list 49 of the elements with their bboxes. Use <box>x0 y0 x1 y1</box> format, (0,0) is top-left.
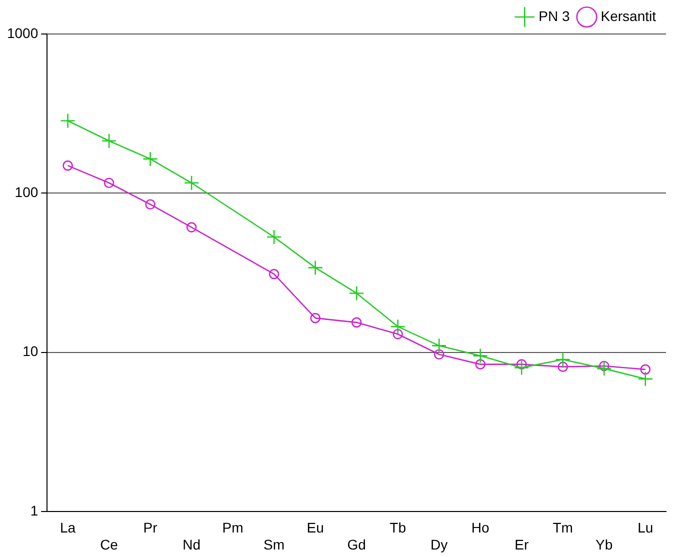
x-tick-label: Gd <box>347 536 366 552</box>
x-tick-label: Pr <box>143 520 158 536</box>
y-tick-label: 1 <box>30 502 38 518</box>
y-tick-label: 100 <box>14 184 38 200</box>
x-tick-label: Tb <box>390 520 406 536</box>
x-tick-label: Yb <box>596 536 613 552</box>
point <box>514 360 530 376</box>
x-tick-label: Nd <box>182 536 200 552</box>
point <box>104 178 114 188</box>
point <box>516 359 527 370</box>
point <box>268 268 280 280</box>
x-tick-label: Dy <box>430 536 448 552</box>
point <box>434 349 444 360</box>
x-tick-label: Sm <box>264 536 285 552</box>
point <box>308 260 323 276</box>
point <box>555 352 571 368</box>
point <box>60 113 76 128</box>
x-tick-label: Ce <box>100 536 118 552</box>
point <box>558 362 568 372</box>
point <box>186 222 197 232</box>
legend-label: Kersantit <box>600 8 656 24</box>
point <box>351 317 362 328</box>
point <box>475 359 486 370</box>
point <box>310 312 320 324</box>
point <box>266 229 282 245</box>
x-tick-label: Tm <box>552 520 573 536</box>
legend-label: PN 3 <box>538 8 570 24</box>
point <box>145 199 156 210</box>
point <box>348 286 364 301</box>
x-tick-label: Pm <box>222 520 244 536</box>
point <box>431 338 447 354</box>
point <box>142 151 158 167</box>
x-tick-label: La <box>60 520 76 536</box>
point <box>638 371 654 387</box>
x-tick-label: Er <box>514 536 529 552</box>
point <box>472 348 488 364</box>
point <box>390 318 406 334</box>
x-tick-label: Eu <box>306 520 324 536</box>
x-tick-label: Ho <box>471 520 490 536</box>
x-tick-label: Lu <box>638 520 654 536</box>
point <box>640 364 651 375</box>
y-tick-label: 10 <box>22 343 38 360</box>
point <box>184 175 200 191</box>
point <box>101 133 117 149</box>
y-tick-label: 1000 <box>6 24 38 41</box>
point <box>596 360 612 376</box>
point <box>392 328 403 340</box>
point <box>62 160 73 171</box>
point <box>598 360 610 372</box>
